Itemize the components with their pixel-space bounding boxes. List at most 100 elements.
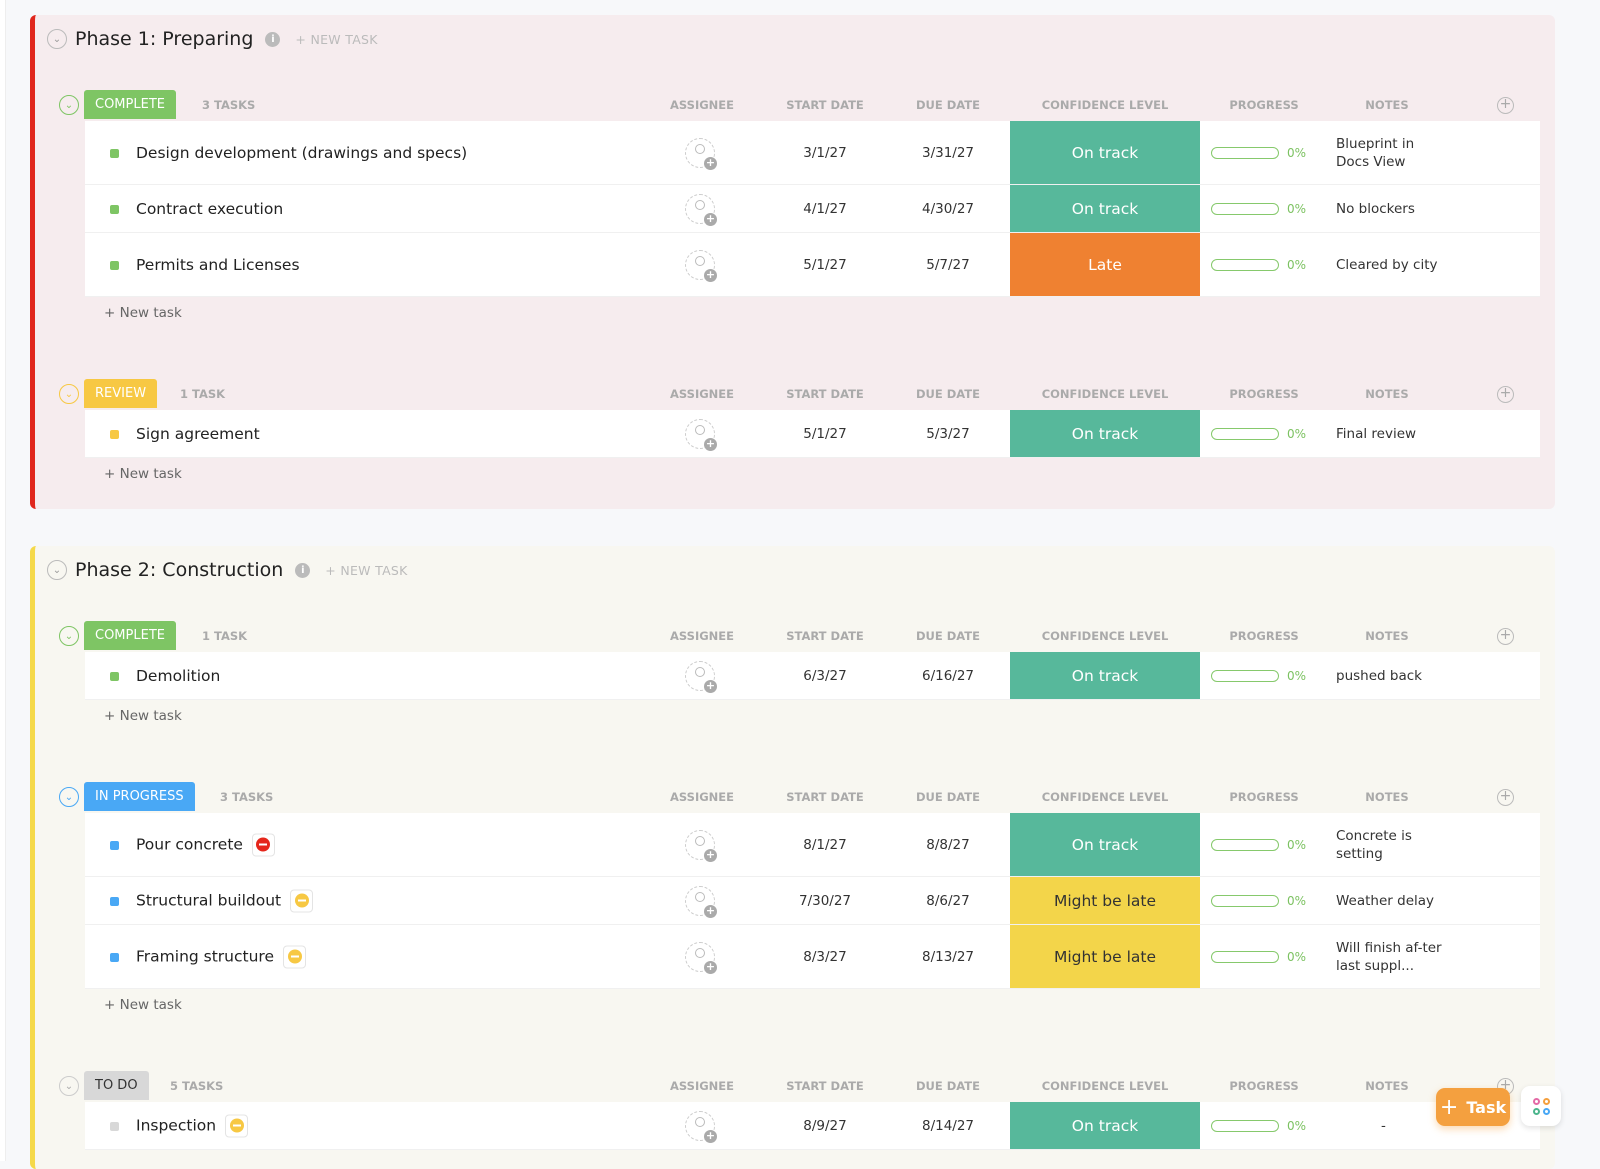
add-assignee-icon[interactable]: +: [685, 418, 717, 451]
table-row[interactable]: Pour concrete + 8/1/27 8/8/27 On track 0…: [85, 813, 1540, 877]
notes[interactable]: Will finish af-ter last suppl...: [1336, 939, 1442, 974]
due-date[interactable]: 8/13/27: [921, 948, 975, 965]
notes[interactable]: No blockers: [1336, 200, 1415, 217]
column-header-confidence[interactable]: CONFIDENCE LEVEL: [1041, 629, 1169, 643]
apps-grid-icon[interactable]: [1521, 1086, 1561, 1126]
add-assignee-icon[interactable]: +: [685, 660, 717, 693]
add-column-icon[interactable]: +: [1497, 97, 1514, 114]
confidence-level[interactable]: On track: [1010, 813, 1200, 876]
table-row[interactable]: Framing structure + 8/3/27 8/13/27 Might…: [85, 925, 1540, 989]
add-assignee-icon[interactable]: +: [685, 829, 717, 862]
new-task-button[interactable]: + New task: [104, 997, 182, 1013]
table-row[interactable]: Contract execution + 4/1/27 4/30/27 On t…: [85, 185, 1540, 233]
info-icon[interactable]: i: [265, 31, 281, 47]
notes[interactable]: Cleared by city: [1336, 256, 1438, 273]
column-header-progress[interactable]: PROGRESS: [1229, 1079, 1299, 1093]
column-header-confidence[interactable]: CONFIDENCE LEVEL: [1041, 387, 1169, 401]
due-date[interactable]: 5/3/27: [926, 425, 970, 442]
new-task-header-button[interactable]: + NEW TASK: [325, 562, 408, 578]
column-header-progress[interactable]: PROGRESS: [1229, 98, 1299, 112]
column-header-notes[interactable]: NOTES: [1365, 1079, 1409, 1093]
column-header-assignee[interactable]: ASSIGNEE: [669, 387, 735, 401]
new-task-header-button[interactable]: + NEW TASK: [295, 31, 378, 47]
add-assignee-icon[interactable]: +: [685, 193, 717, 226]
task-name[interactable]: Contract execution: [136, 199, 284, 218]
add-assignee-icon[interactable]: +: [685, 885, 717, 918]
new-task-button[interactable]: + New task: [104, 708, 182, 724]
confidence-level[interactable]: Might be late: [1010, 877, 1200, 924]
confidence-level[interactable]: On track: [1010, 1102, 1200, 1149]
status-square-icon[interactable]: [110, 671, 119, 681]
due-date[interactable]: 5/7/27: [926, 256, 970, 273]
collapse-chevron-icon[interactable]: ⌄: [47, 29, 67, 49]
notes[interactable]: Blueprint in Docs View: [1336, 135, 1415, 170]
column-header-due-date[interactable]: DUE DATE: [916, 629, 980, 643]
task-name[interactable]: Demolition: [136, 666, 221, 685]
column-header-due-date[interactable]: DUE DATE: [916, 387, 980, 401]
notes[interactable]: Weather delay: [1336, 892, 1435, 909]
status-badge[interactable]: REVIEW: [84, 379, 158, 408]
column-header-assignee[interactable]: ASSIGNEE: [669, 98, 735, 112]
table-row[interactable]: Design development (drawings and specs) …: [85, 121, 1540, 185]
column-header-assignee[interactable]: ASSIGNEE: [669, 790, 735, 804]
column-header-start-date[interactable]: START DATE: [786, 1079, 864, 1093]
start-date[interactable]: 6/3/27: [803, 667, 847, 684]
due-date[interactable]: 4/30/27: [921, 200, 975, 217]
column-header-notes[interactable]: NOTES: [1365, 387, 1409, 401]
column-header-start-date[interactable]: START DATE: [786, 387, 864, 401]
status-square-icon[interactable]: [110, 840, 119, 850]
status-square-icon[interactable]: [110, 896, 119, 906]
start-date[interactable]: 8/3/27: [803, 948, 847, 965]
column-header-notes[interactable]: NOTES: [1365, 629, 1409, 643]
notes[interactable]: -: [1381, 1117, 1386, 1134]
column-header-start-date[interactable]: START DATE: [786, 790, 864, 804]
collapse-chevron-icon[interactable]: ⌄: [47, 560, 67, 580]
minus-circle-icon[interactable]: [283, 945, 306, 968]
column-header-progress[interactable]: PROGRESS: [1229, 387, 1299, 401]
status-square-icon[interactable]: [110, 1121, 119, 1131]
status-square-icon[interactable]: [110, 952, 119, 962]
add-assignee-icon[interactable]: +: [685, 941, 717, 974]
column-header-due-date[interactable]: DUE DATE: [916, 790, 980, 804]
column-header-progress[interactable]: PROGRESS: [1229, 629, 1299, 643]
column-header-start-date[interactable]: START DATE: [786, 629, 864, 643]
task-name[interactable]: Framing structure: [136, 947, 274, 966]
start-date[interactable]: 4/1/27: [803, 200, 847, 217]
add-column-icon[interactable]: +: [1497, 386, 1514, 403]
group-collapse-chevron-icon[interactable]: ⌄: [59, 384, 79, 404]
start-date[interactable]: 8/9/27: [803, 1117, 847, 1134]
add-assignee-icon[interactable]: +: [685, 1110, 717, 1143]
new-task-button[interactable]: + New task: [104, 466, 182, 482]
confidence-level[interactable]: On track: [1010, 652, 1200, 699]
confidence-level[interactable]: Might be late: [1010, 925, 1200, 988]
task-name[interactable]: Design development (drawings and specs): [136, 143, 468, 162]
info-icon[interactable]: i: [295, 562, 311, 578]
task-name[interactable]: Structural buildout: [136, 891, 282, 910]
table-row[interactable]: Sign agreement + 5/1/27 5/3/27 On track …: [85, 410, 1540, 458]
notes[interactable]: Concrete is setting: [1336, 827, 1412, 862]
table-row[interactable]: Structural buildout + 7/30/27 8/6/27 Mig…: [85, 877, 1540, 925]
due-date[interactable]: 8/8/27: [926, 836, 970, 853]
status-badge[interactable]: COMPLETE: [84, 90, 176, 119]
column-header-progress[interactable]: PROGRESS: [1229, 790, 1299, 804]
column-header-start-date[interactable]: START DATE: [786, 98, 864, 112]
due-date[interactable]: 3/31/27: [921, 144, 975, 161]
column-header-due-date[interactable]: DUE DATE: [916, 1079, 980, 1093]
start-date[interactable]: 8/1/27: [803, 836, 847, 853]
notes[interactable]: Final review: [1336, 425, 1417, 442]
group-collapse-chevron-icon[interactable]: ⌄: [59, 626, 79, 646]
column-header-due-date[interactable]: DUE DATE: [916, 98, 980, 112]
group-collapse-chevron-icon[interactable]: ⌄: [59, 1076, 79, 1096]
due-date[interactable]: 6/16/27: [921, 667, 975, 684]
status-square-icon[interactable]: [110, 429, 119, 439]
start-date[interactable]: 7/30/27: [798, 892, 852, 909]
add-column-icon[interactable]: +: [1497, 628, 1514, 645]
minus-circle-icon[interactable]: [290, 889, 314, 912]
column-header-confidence[interactable]: CONFIDENCE LEVEL: [1041, 790, 1169, 804]
status-square-icon[interactable]: [110, 260, 119, 270]
start-date[interactable]: 5/1/27: [803, 425, 847, 442]
table-row[interactable]: Demolition + 6/3/27 6/16/27 On track 0% …: [85, 652, 1540, 700]
minus-circle-icon[interactable]: [225, 1114, 249, 1137]
new-task-button[interactable]: + New task: [104, 305, 182, 321]
add-assignee-icon[interactable]: +: [685, 249, 717, 282]
